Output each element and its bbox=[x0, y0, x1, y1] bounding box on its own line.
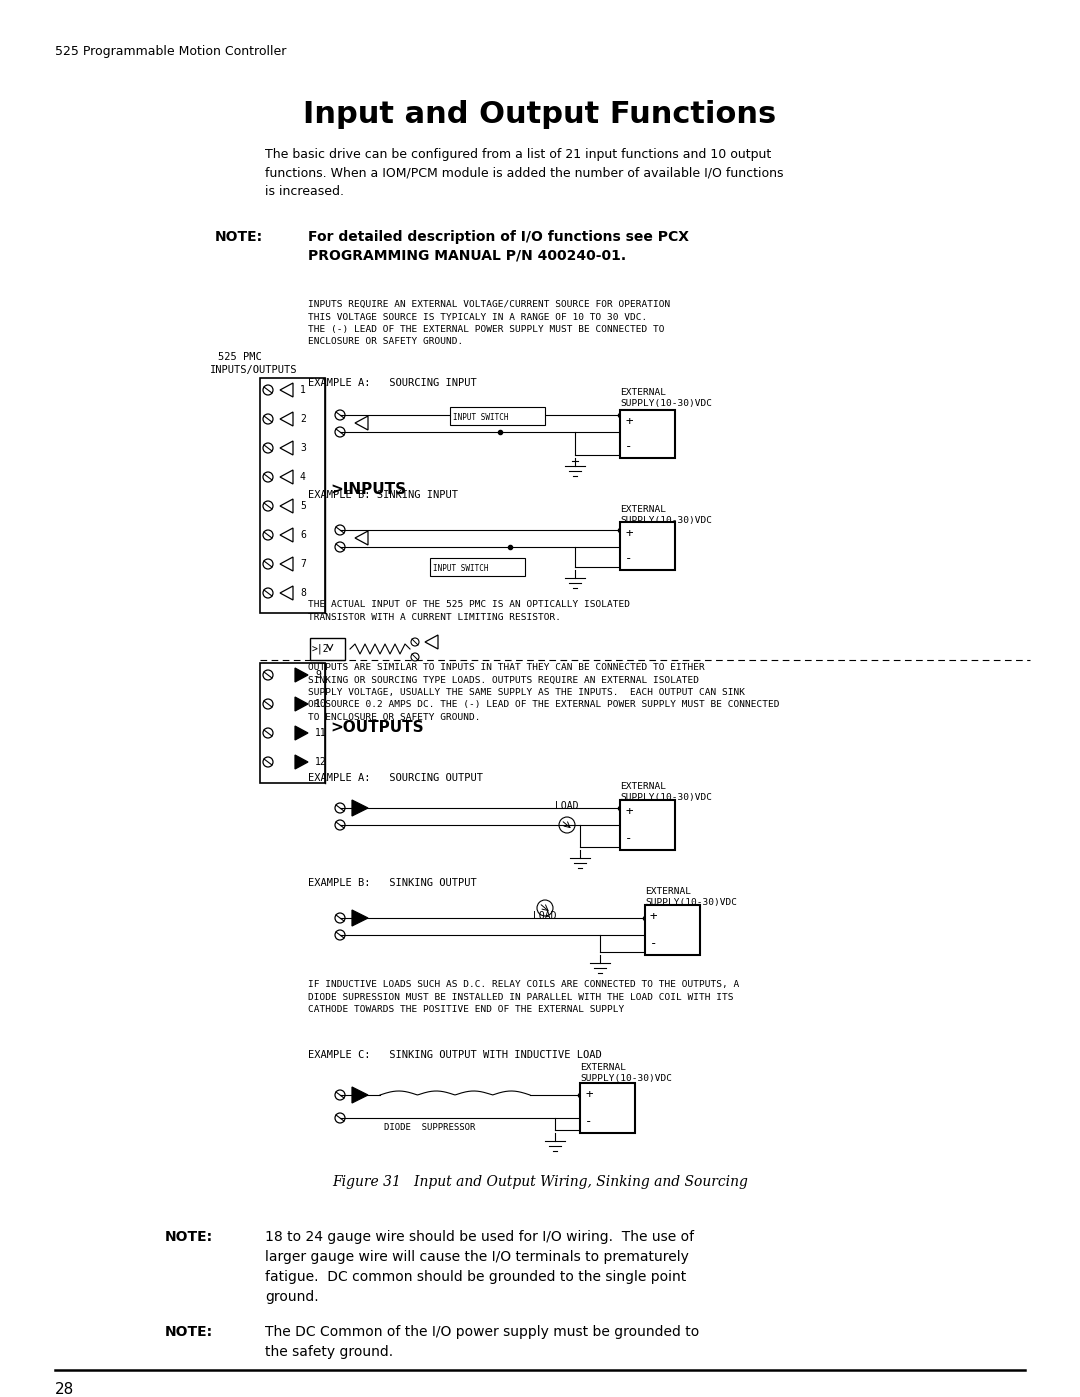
Polygon shape bbox=[295, 668, 308, 682]
Text: For detailed description of I/O functions see PCX
PROGRAMMING MANUAL P/N 400240-: For detailed description of I/O function… bbox=[308, 231, 689, 263]
Text: +: + bbox=[625, 415, 633, 427]
Text: LOAD: LOAD bbox=[534, 911, 557, 921]
Text: Input and Output Functions: Input and Output Functions bbox=[303, 101, 777, 129]
Text: 2: 2 bbox=[300, 414, 306, 425]
Text: 6: 6 bbox=[300, 529, 306, 541]
Bar bbox=[310, 638, 345, 659]
Text: 525 PMC: 525 PMC bbox=[218, 352, 261, 362]
Text: -: - bbox=[650, 937, 658, 950]
Text: 10: 10 bbox=[315, 698, 327, 710]
Text: EXAMPLE A:   SOURCING OUTPUT: EXAMPLE A: SOURCING OUTPUT bbox=[308, 773, 483, 782]
Polygon shape bbox=[295, 726, 308, 740]
Text: 8: 8 bbox=[300, 588, 306, 598]
Text: +: + bbox=[625, 527, 633, 541]
Polygon shape bbox=[352, 909, 368, 926]
Bar bbox=[620, 800, 675, 849]
Text: THE ACTUAL INPUT OF THE 525 PMC IS AN OPTICALLY ISOLATED
TRANSISTOR WITH A CURRE: THE ACTUAL INPUT OF THE 525 PMC IS AN OP… bbox=[308, 599, 630, 622]
Text: -: - bbox=[625, 552, 633, 564]
Bar bbox=[580, 1083, 635, 1133]
Text: The DC Common of the I/O power supply must be grounded to
the safety ground.: The DC Common of the I/O power supply mu… bbox=[265, 1324, 699, 1359]
Text: NOTE:: NOTE: bbox=[165, 1324, 213, 1338]
Text: EXAMPLE A:   SOURCING INPUT: EXAMPLE A: SOURCING INPUT bbox=[308, 379, 476, 388]
Text: EXTERNAL
SUPPLY(10-30)VDC: EXTERNAL SUPPLY(10-30)VDC bbox=[620, 782, 712, 802]
Text: INPUT SWITCH: INPUT SWITCH bbox=[453, 414, 509, 422]
Polygon shape bbox=[295, 697, 308, 711]
Text: -: - bbox=[585, 1115, 593, 1127]
Text: +: + bbox=[650, 909, 658, 923]
Text: -: - bbox=[625, 833, 633, 845]
Text: EXAMPLE B:   SINKING OUTPUT: EXAMPLE B: SINKING OUTPUT bbox=[308, 877, 476, 888]
Text: OUTPUTS ARE SIMILAR TO INPUTS IN THAT THEY CAN BE CONNECTED TO EITHER
SINKING OR: OUTPUTS ARE SIMILAR TO INPUTS IN THAT TH… bbox=[308, 664, 780, 722]
Text: The basic drive can be configured from a list of 21 input functions and 10 outpu: The basic drive can be configured from a… bbox=[265, 148, 783, 198]
Text: INPUTS/OUTPUTS: INPUTS/OUTPUTS bbox=[210, 365, 297, 374]
Polygon shape bbox=[295, 754, 308, 768]
Text: INPUT SWITCH: INPUT SWITCH bbox=[433, 564, 488, 573]
Text: +: + bbox=[625, 805, 633, 819]
Text: >|2: >|2 bbox=[312, 643, 329, 654]
Text: 18 to 24 gauge wire should be used for I/O wiring.  The use of
larger gauge wire: 18 to 24 gauge wire should be used for I… bbox=[265, 1229, 694, 1305]
Text: -: - bbox=[625, 440, 633, 453]
Text: 4: 4 bbox=[300, 472, 306, 482]
Text: 7: 7 bbox=[300, 559, 306, 569]
Text: >INPUTS: >INPUTS bbox=[330, 482, 406, 497]
Polygon shape bbox=[352, 800, 368, 816]
Bar bbox=[620, 522, 675, 570]
Text: 9: 9 bbox=[315, 671, 321, 680]
Text: EXAMPLE B: SINKING INPUT: EXAMPLE B: SINKING INPUT bbox=[308, 490, 458, 500]
Text: 5: 5 bbox=[300, 502, 306, 511]
Text: Figure 31   Input and Output Wiring, Sinking and Sourcing: Figure 31 Input and Output Wiring, Sinki… bbox=[332, 1175, 748, 1189]
Text: EXTERNAL
SUPPLY(10-30)VDC: EXTERNAL SUPPLY(10-30)VDC bbox=[645, 887, 737, 907]
Text: LOAD: LOAD bbox=[555, 800, 579, 812]
Text: INPUTS REQUIRE AN EXTERNAL VOLTAGE/CURRENT SOURCE FOR OPERATION
THIS VOLTAGE SOU: INPUTS REQUIRE AN EXTERNAL VOLTAGE/CURRE… bbox=[308, 300, 671, 346]
Text: EXTERNAL
SUPPLY(10-30)VDC: EXTERNAL SUPPLY(10-30)VDC bbox=[620, 388, 712, 408]
Text: NOTE:: NOTE: bbox=[165, 1229, 213, 1243]
Bar bbox=[620, 409, 675, 458]
Text: NOTE:: NOTE: bbox=[215, 231, 264, 244]
Polygon shape bbox=[352, 1087, 368, 1104]
Text: 525 Programmable Motion Controller: 525 Programmable Motion Controller bbox=[55, 45, 286, 59]
Text: 28: 28 bbox=[55, 1382, 75, 1397]
Text: EXTERNAL
SUPPLY(10-30)VDC: EXTERNAL SUPPLY(10-30)VDC bbox=[580, 1063, 672, 1083]
Text: EXAMPLE C:   SINKING OUTPUT WITH INDUCTIVE LOAD: EXAMPLE C: SINKING OUTPUT WITH INDUCTIVE… bbox=[308, 1051, 602, 1060]
Text: 12: 12 bbox=[315, 757, 327, 767]
Bar bbox=[450, 407, 545, 425]
Bar bbox=[260, 379, 325, 613]
Text: IF INDUCTIVE LOADS SUCH AS D.C. RELAY COILS ARE CONNECTED TO THE OUTPUTS, A
DIOD: IF INDUCTIVE LOADS SUCH AS D.C. RELAY CO… bbox=[308, 981, 739, 1014]
Text: 1: 1 bbox=[300, 386, 306, 395]
Bar bbox=[645, 905, 700, 956]
Text: DIODE  SUPPRESSOR: DIODE SUPPRESSOR bbox=[384, 1123, 475, 1132]
Text: 3: 3 bbox=[300, 443, 306, 453]
Text: +: + bbox=[585, 1088, 593, 1101]
Text: EXTERNAL
SUPPLY(10-30)VDC: EXTERNAL SUPPLY(10-30)VDC bbox=[620, 504, 712, 525]
Bar bbox=[430, 557, 525, 576]
Text: 11: 11 bbox=[315, 728, 327, 738]
Bar bbox=[260, 664, 325, 782]
Text: >OUTPUTS: >OUTPUTS bbox=[330, 721, 423, 735]
